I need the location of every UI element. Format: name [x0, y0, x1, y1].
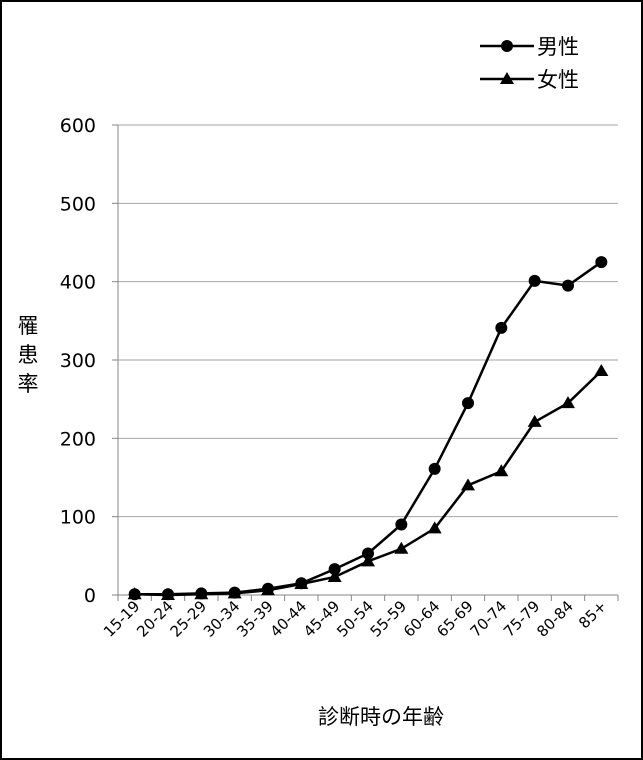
y-axis-title-char: 罹	[18, 314, 39, 338]
x-tick-label: 40-44	[267, 597, 311, 641]
x-tick-label: 80-84	[533, 597, 577, 641]
data-point-male	[595, 256, 608, 269]
data-point-female	[161, 588, 175, 600]
data-point-male	[428, 462, 441, 475]
axes	[112, 124, 619, 601]
legend-item-female: 女性	[480, 68, 579, 92]
x-axis-title: 診断時の年齢	[318, 705, 444, 729]
y-tick-label: 0	[84, 585, 96, 607]
data-point-male	[395, 518, 408, 531]
data-point-male	[495, 321, 508, 334]
x-tick-label: 20-24	[133, 597, 177, 641]
data-point-male	[362, 547, 374, 560]
legend-marker-circle	[501, 40, 513, 52]
data-point-female	[127, 587, 142, 600]
y-tick-label: 300	[60, 350, 96, 372]
x-tick-label: 30-34	[200, 597, 244, 641]
data-point-female	[361, 554, 375, 567]
data-point-male	[462, 397, 474, 410]
x-tick-label: 25-29	[167, 597, 211, 641]
legend-item-male: 男性	[480, 35, 579, 59]
x-tick-label: 45-49	[300, 597, 344, 641]
x-tick-label: 15-19	[100, 597, 144, 641]
series-layer	[127, 256, 609, 601]
data-point-female	[227, 586, 242, 599]
y-tick-label: 600	[60, 115, 96, 137]
y-axis-title-char: 率	[18, 372, 39, 396]
x-tick-label: 60-64	[400, 597, 444, 641]
data-point-female	[327, 569, 342, 582]
data-point-male	[562, 279, 574, 292]
legend-marker-triangle	[500, 72, 514, 84]
data-point-female	[494, 464, 509, 477]
y-axis-title: 罹患率	[18, 314, 39, 396]
data-point-female	[561, 396, 575, 409]
y-tick-label: 200	[60, 428, 96, 450]
data-point-female	[394, 541, 409, 554]
legend: 男性 女性	[480, 35, 579, 92]
data-point-female	[461, 478, 475, 491]
y-tick-label: 500	[60, 193, 96, 215]
x-tick-label: 75-79	[500, 597, 544, 641]
x-tick-label: 50-54	[333, 597, 377, 641]
x-tick-label: 55-59	[367, 597, 411, 641]
data-point-female	[294, 577, 309, 590]
x-tick-labels: 15-1920-2425-2930-3435-3940-4445-4950-54…	[100, 597, 610, 641]
y-tick-label: 400	[60, 272, 96, 294]
data-point-female	[527, 414, 542, 427]
x-tick-label: 35-39	[233, 597, 277, 641]
gridlines	[118, 124, 618, 518]
data-point-male	[528, 274, 541, 287]
x-tick-label: 85+	[575, 597, 610, 632]
legend-label-male: 男性	[537, 35, 579, 59]
data-point-female	[594, 363, 609, 376]
y-tick-labels: 0 100 200 300 400 500 600	[60, 115, 96, 607]
data-point-male	[328, 563, 341, 576]
data-point-female	[427, 521, 442, 534]
data-point-female	[261, 583, 275, 596]
x-tick-label: 70-74	[467, 597, 511, 641]
y-tick-label: 100	[60, 507, 96, 529]
legend-label-female: 女性	[537, 68, 579, 92]
data-point-female	[194, 587, 209, 600]
x-tick-label: 65-69	[433, 597, 477, 641]
y-axis-title-char: 患	[18, 343, 39, 367]
